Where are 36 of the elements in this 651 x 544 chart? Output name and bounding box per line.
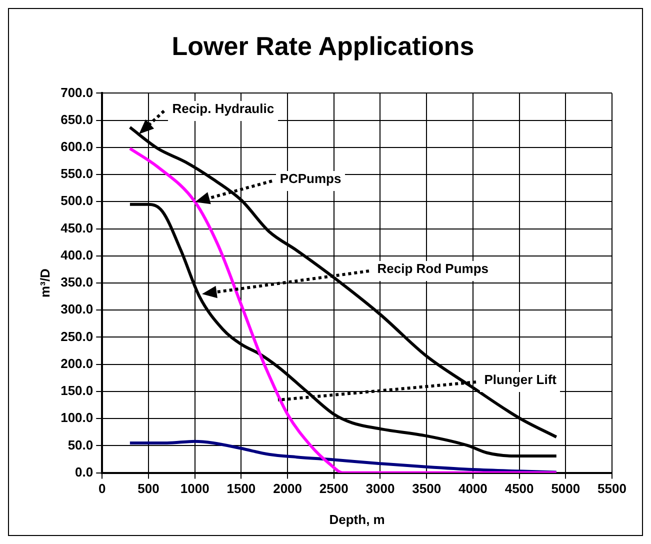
annotation: Recip. Hydraulic	[168, 101, 278, 122]
y-tick-label: 100.0	[60, 410, 94, 426]
y-tick-label: 650.0	[60, 112, 94, 127]
y-tick-label: 300.0	[60, 302, 94, 317]
y-tick-label: 350.0	[60, 274, 94, 290]
line-series	[128, 440, 558, 473]
y-tick-label: 500.0	[60, 193, 94, 208]
y-axis-title: m³/D	[37, 268, 52, 298]
y-tick-label: 150.0	[60, 383, 94, 398]
y-tick-label: 400.0	[60, 247, 94, 262]
y-tick-label: 250.0	[60, 328, 94, 344]
chart-title: Lower Rate Applications	[172, 30, 474, 61]
x-axis-title: Depth, m	[329, 512, 385, 527]
x-tick-label: 2500	[319, 481, 348, 496]
x-tick-label: 500	[138, 481, 160, 496]
x-tick-label: 3500	[412, 481, 442, 496]
y-tick-label: 700.0	[60, 84, 94, 100]
y-tick-label: 200.0	[60, 356, 94, 371]
x-tick-label: 1000	[180, 481, 210, 496]
y-tick-label: 600.0	[60, 139, 94, 154]
x-tick-label: 4000	[458, 481, 488, 496]
x-tick-label: 0	[98, 481, 106, 496]
x-tick-label: 4500	[504, 481, 534, 496]
annotation: Plunger Lift	[480, 372, 560, 392]
line-series	[128, 147, 558, 473]
y-tick-label: 450.0	[60, 220, 94, 236]
x-tick-label: 3000	[366, 481, 395, 496]
annotation: PCPumps	[276, 170, 346, 191]
annotation: Recip Rod Pumps	[373, 260, 492, 281]
y-tick-label: 50.0	[68, 437, 94, 452]
y-tick-label: 550.0	[60, 166, 94, 182]
y-tick-label: 0.0	[75, 464, 94, 480]
x-tick-label: 2000	[273, 481, 302, 496]
x-tick-label: 1500	[226, 481, 256, 496]
x-tick-label: 5000	[551, 481, 580, 496]
x-tick-label: 5500	[598, 481, 626, 496]
